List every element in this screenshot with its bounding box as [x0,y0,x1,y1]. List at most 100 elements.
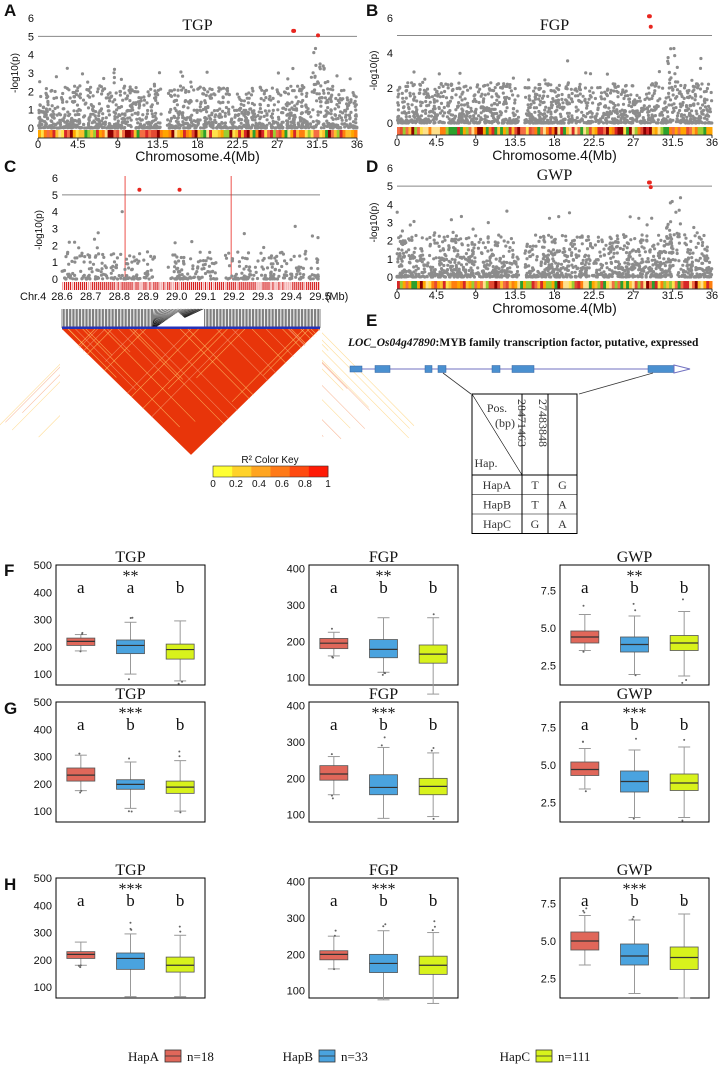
snp-point [203,106,208,110]
snp-point [104,266,108,270]
snp-point [425,237,429,241]
snp-point [453,247,457,251]
snp-point [674,106,678,110]
snp-point [159,112,163,116]
snp-point [226,100,230,104]
snp-point [622,233,626,237]
density-cell [583,127,587,135]
snp-point [528,254,533,258]
density-cell [204,282,207,290]
snp-point [39,118,43,122]
snp-point [588,72,593,76]
y-tick-label: 4 [52,207,58,219]
snp-point [288,277,292,281]
snp-point [549,235,554,239]
snp-point [497,233,501,237]
snp-point [401,96,405,100]
snp-point [502,239,506,243]
snp-point [604,261,609,265]
snp-point [457,101,461,105]
snp-point [461,109,465,113]
density-cell [266,282,268,290]
snp-point [516,94,520,98]
snp-point [242,103,246,107]
density-cell [154,130,158,138]
snp-point [624,265,628,269]
density-cell [669,127,673,135]
density-cell [628,127,633,135]
snp-point [596,235,601,239]
snp-point [234,126,239,130]
density-cell [246,282,248,290]
x-axis-label: Chromosome.4(Mb) [492,300,616,316]
snp-point [679,83,683,88]
snp-point [192,108,196,112]
snp-point [113,98,117,102]
mapping-line [155,308,169,329]
snp-point [688,113,692,117]
snp-point [414,264,418,268]
density-cell [471,281,475,289]
snp-point [410,235,414,239]
snp-point [574,105,578,109]
snp-point [414,268,418,272]
density-cell [523,281,527,289]
snp-point [287,116,291,120]
snp-point [663,239,667,243]
y-tick-label: 6 [387,163,393,175]
snp-point [223,253,228,257]
snp-point [74,92,79,97]
snp-point [584,273,588,277]
snp-point [404,115,408,119]
snp-point [555,86,559,90]
snp-point [108,99,112,103]
snp-point [326,80,330,84]
snp-point [441,257,446,261]
snp-point [454,108,458,112]
snp-point [500,86,504,90]
snp-point [412,250,416,254]
snp-point [496,272,500,276]
snp-point [53,89,57,94]
snp-point [552,89,556,93]
density-cell [611,281,616,289]
snp-point [660,110,664,114]
snp-point [684,243,689,247]
snp-point [281,252,285,256]
snp-point [558,112,563,116]
snp-point [64,255,68,259]
snp-point [681,100,685,105]
snp-point [443,111,447,115]
snp-point [196,87,200,91]
snp-point [395,274,399,279]
snp-point [616,240,620,245]
snp-point [77,246,81,250]
density-cell [200,282,203,290]
snp-point [233,108,237,112]
snp-point [675,114,680,118]
snp-point [580,273,584,277]
snp-point [88,254,92,258]
density-cell [258,130,262,138]
snp-point [58,113,63,117]
snp-point [245,96,249,100]
snp-point [221,100,225,104]
snp-point [421,271,425,275]
snp-point [408,223,412,227]
density-cell [543,127,547,135]
snp-point [46,117,50,121]
density-cell [157,282,159,290]
snp-point [523,263,528,267]
snp-point [689,109,694,113]
density-cell [565,281,570,289]
y-tick-label: 3 [52,224,58,236]
snp-point [291,89,295,93]
density-cell [523,127,527,135]
snp-point [647,86,651,90]
snp-point [690,260,695,264]
density-cell [246,130,251,138]
snp-point [199,126,203,130]
snp-point [656,99,660,103]
snp-point [567,260,571,264]
density-cell [689,127,693,135]
